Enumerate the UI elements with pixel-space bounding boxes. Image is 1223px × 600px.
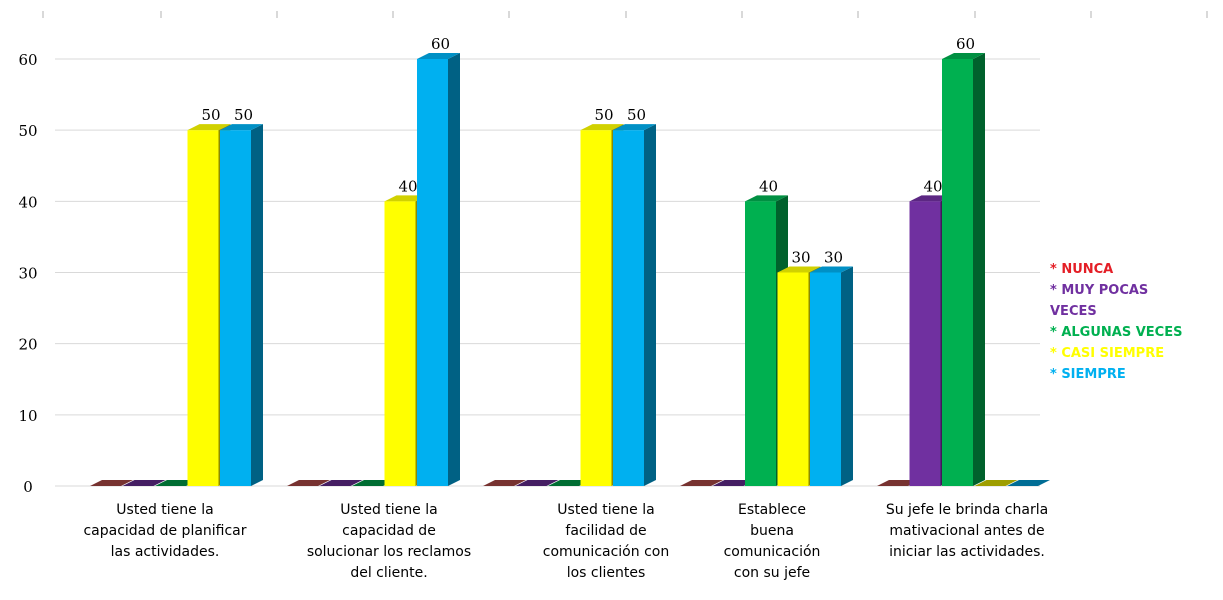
category-label: Establece buena comunicación con su jefe xyxy=(724,502,821,581)
y-tick-label: 30 xyxy=(18,265,37,283)
legend-entry: * ALGUNAS VECES xyxy=(1050,325,1182,340)
data-label: 40 xyxy=(759,177,778,195)
y-tick-label: 60 xyxy=(18,51,37,69)
bars xyxy=(90,53,1050,487)
bar xyxy=(90,480,133,486)
data-label: 30 xyxy=(791,249,810,267)
y-tick-label: 20 xyxy=(18,336,37,354)
data-label: 40 xyxy=(398,177,417,195)
bar xyxy=(515,480,559,486)
bar xyxy=(1007,480,1050,486)
bar xyxy=(942,53,985,486)
bar xyxy=(810,266,853,486)
category-label: Usted tiene la capacidad de solucionar los… xyxy=(307,502,471,581)
category-label: Su jefe le brinda charla mativacional ant… xyxy=(886,502,1048,560)
bar xyxy=(877,480,920,486)
y-tick-label: 50 xyxy=(18,122,37,140)
bar xyxy=(220,124,263,487)
y-tick-label: 0 xyxy=(23,478,33,496)
y-axis-ticks: 0 10 20 30 40 50 60 xyxy=(18,51,37,496)
data-label: 60 xyxy=(956,35,975,53)
bar xyxy=(417,53,460,486)
bar xyxy=(680,480,723,486)
data-labels: 50 50 40 60 50 50 40 30 30 40 60 xyxy=(201,35,975,267)
bar xyxy=(122,480,166,486)
data-label: 50 xyxy=(627,106,646,124)
bar xyxy=(613,124,656,487)
legend-entry: * MUY POCAS xyxy=(1050,283,1148,298)
bar xyxy=(352,480,395,486)
bar xyxy=(712,480,756,486)
legend-entry: * NUNCA xyxy=(1050,262,1113,277)
data-label: 60 xyxy=(431,35,450,53)
y-tick-label: 40 xyxy=(18,193,37,211)
legend: * NUNCA * MUY POCAS VECES * ALGUNAS VECES * … xyxy=(1050,262,1182,382)
category-label: Usted tiene la capacidad de planificar las… xyxy=(83,502,246,560)
data-label: 40 xyxy=(923,177,942,195)
bar xyxy=(548,480,591,486)
bar xyxy=(974,480,1018,486)
data-label: 50 xyxy=(201,106,220,124)
bar xyxy=(483,480,526,486)
y-tick-label: 10 xyxy=(18,407,37,425)
data-label: 50 xyxy=(234,106,253,124)
data-label: 30 xyxy=(824,249,843,267)
bar xyxy=(155,480,198,486)
legend-entry: VECES xyxy=(1050,304,1097,319)
category-labels: Usted tiene la capacidad de planificar las… xyxy=(83,502,1048,581)
bar xyxy=(319,480,363,486)
bar xyxy=(287,480,330,486)
top-tick-marks xyxy=(42,11,1208,18)
legend-entry: * SIEMPRE xyxy=(1050,367,1126,382)
category-label: Usted tiene la facilidad de comunicación c… xyxy=(543,502,669,581)
legend-entry: * CASI SIEMPRE xyxy=(1050,346,1164,361)
data-label: 50 xyxy=(594,106,613,124)
